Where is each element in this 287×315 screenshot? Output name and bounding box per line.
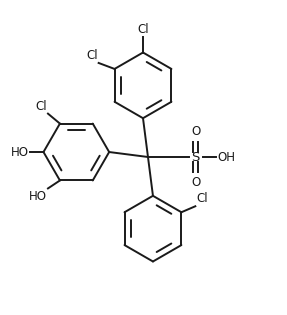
Text: S: S	[191, 151, 200, 163]
Text: HO: HO	[11, 146, 29, 158]
Text: Cl: Cl	[137, 23, 149, 36]
Text: Cl: Cl	[196, 192, 208, 205]
Text: O: O	[191, 125, 200, 138]
Text: HO: HO	[29, 191, 47, 203]
Text: Cl: Cl	[35, 100, 47, 113]
Text: O: O	[191, 176, 200, 189]
Text: Cl: Cl	[86, 49, 98, 62]
Text: OH: OH	[218, 151, 236, 163]
